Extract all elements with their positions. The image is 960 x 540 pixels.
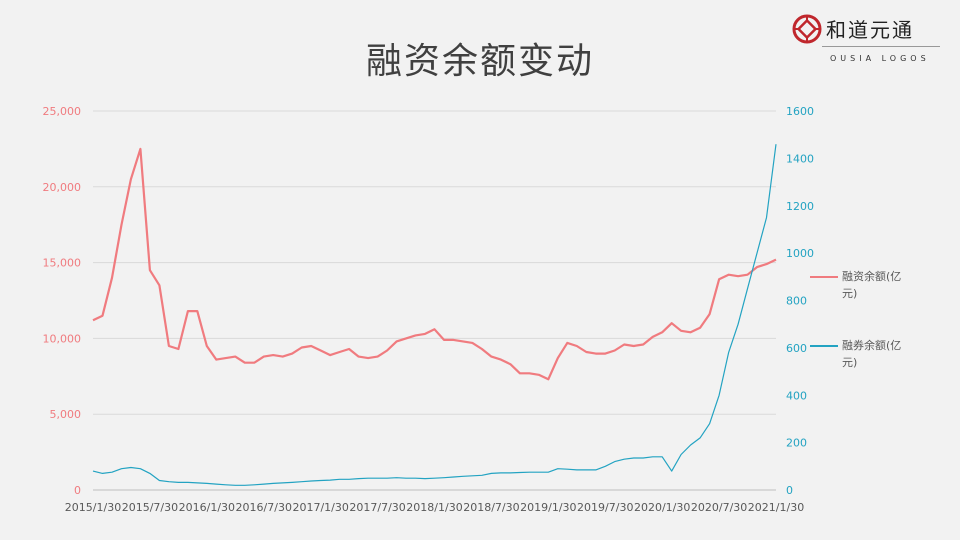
x-tick-label: 2019/1/30 <box>520 501 576 514</box>
y-left-tick-label: 0 <box>74 484 81 497</box>
logo-text-en: OUSIA LOGOS <box>830 54 930 63</box>
y-right-tick-label: 1400 <box>786 152 814 165</box>
legend-financing-line <box>810 276 838 278</box>
y-right-tick-label: 1200 <box>786 200 814 213</box>
legend-lending-label: 融券余额(亿元) <box>842 339 902 369</box>
y-left-tick-label: 10,000 <box>43 332 82 345</box>
y-left-tick-label: 15,000 <box>43 257 82 270</box>
y-right-tick-label: 1600 <box>786 105 814 118</box>
y-right-tick-label: 0 <box>786 484 793 497</box>
y-right-tick-label: 200 <box>786 437 807 450</box>
x-tick-label: 2021/1/30 <box>748 501 804 514</box>
chart-title: 融资余额变动 <box>365 41 594 82</box>
legend-lending-line <box>810 345 838 347</box>
logo-coin-icon <box>792 14 822 44</box>
legend-financing: 融资余额(亿元) <box>810 268 916 302</box>
x-tick-label: 2020/7/30 <box>691 501 747 514</box>
x-tick-label: 2016/1/30 <box>179 501 235 514</box>
y-right-tick-label: 1000 <box>786 247 814 260</box>
x-tick-label: 2020/1/30 <box>634 501 690 514</box>
x-tick-label: 2018/7/30 <box>463 501 519 514</box>
y-right-tick-label: 800 <box>786 295 807 308</box>
legend-lending: 融券余额(亿元) <box>810 337 916 371</box>
y-left-tick-label: 20,000 <box>43 181 82 194</box>
x-tick-label: 2019/7/30 <box>577 501 633 514</box>
x-tick-label: 2015/1/30 <box>65 501 121 514</box>
series-line-lending <box>92 144 777 486</box>
x-tick-label: 2018/1/30 <box>406 501 462 514</box>
x-tick-label: 2016/7/30 <box>236 501 292 514</box>
company-logo: 和道元通 OUSIA LOGOS <box>792 12 942 68</box>
y-left-tick-label: 5,000 <box>50 408 82 421</box>
y-right-tick-label: 600 <box>786 342 807 355</box>
series-line-financing <box>92 147 777 381</box>
logo-text-cn: 和道元通 <box>826 18 914 42</box>
y-left-tick-label: 25,000 <box>43 105 82 118</box>
x-tick-label: 2017/7/30 <box>349 501 405 514</box>
x-tick-label: 2015/7/30 <box>122 501 178 514</box>
logo-divider <box>822 46 940 47</box>
legend-financing-label: 融资余额(亿元) <box>842 270 902 300</box>
y-right-tick-label: 400 <box>786 389 807 402</box>
x-tick-label: 2017/1/30 <box>292 501 348 514</box>
